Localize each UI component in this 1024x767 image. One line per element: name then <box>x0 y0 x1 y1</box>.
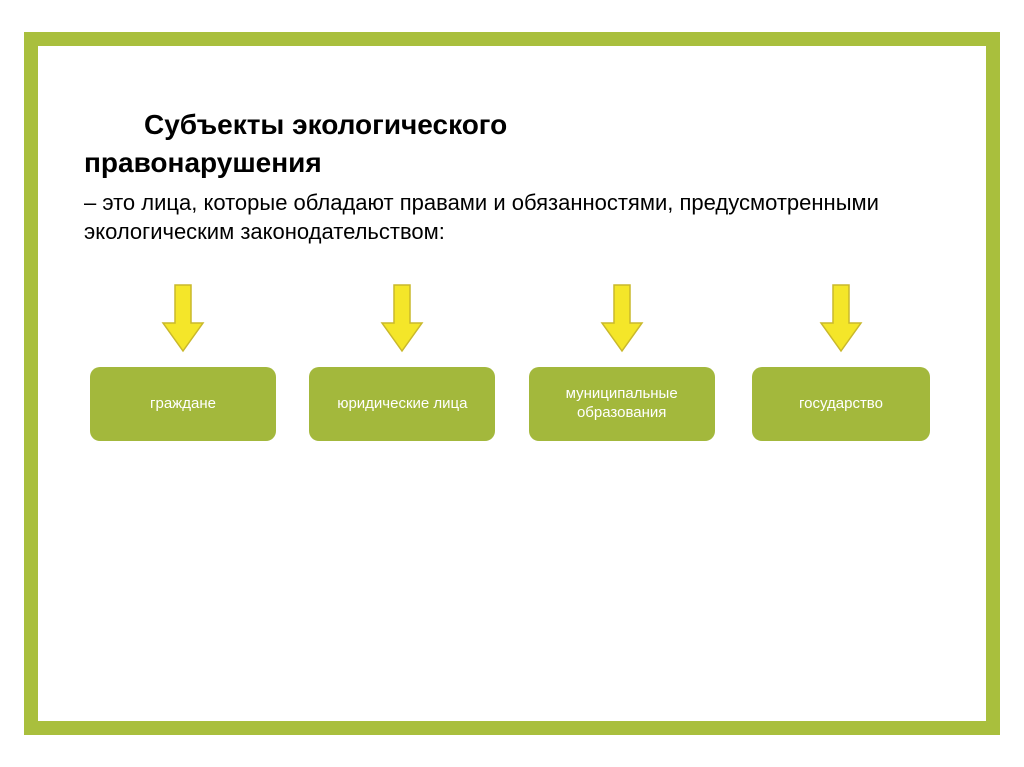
col-state: государство <box>748 283 934 441</box>
box-legal-entities: юридические лица <box>309 367 495 441</box>
arrow-container <box>600 283 644 367</box>
outer-frame: Субъекты экологического правонарушения –… <box>24 32 1000 735</box>
box-label: муниципальные образования <box>539 385 705 423</box>
page-title: Субъекты экологического правонарушения <box>84 106 940 182</box>
box-state: государство <box>752 367 930 441</box>
box-municipal: муниципальные образования <box>529 367 715 441</box>
definition-text: – это лица, которые обладают правами и о… <box>84 188 940 247</box>
col-legal-entities: юридические лица <box>309 283 495 441</box>
title-line2: правонарушения <box>84 147 322 178</box>
definition-body: это лица, которые обладают правами и обя… <box>84 190 879 245</box>
box-label: граждане <box>150 395 216 414</box>
box-label: юридические лица <box>337 395 467 414</box>
content-area: Субъекты экологического правонарушения –… <box>38 46 986 721</box>
arrow-container <box>380 283 424 367</box>
col-citizens: граждане <box>90 283 276 441</box>
down-arrow-icon <box>819 283 863 353</box>
arrow-container <box>161 283 205 367</box>
box-citizens: граждане <box>90 367 276 441</box>
down-arrow-icon <box>161 283 205 353</box>
col-municipal: муниципальные образования <box>529 283 715 441</box>
diagram-row: граждане юридические лица <box>84 283 940 441</box>
down-arrow-icon <box>380 283 424 353</box>
arrow-container <box>819 283 863 367</box>
box-label: государство <box>799 395 883 414</box>
title-line1: Субъекты экологического <box>144 109 507 140</box>
down-arrow-icon <box>600 283 644 353</box>
definition-prefix: – <box>84 190 102 215</box>
